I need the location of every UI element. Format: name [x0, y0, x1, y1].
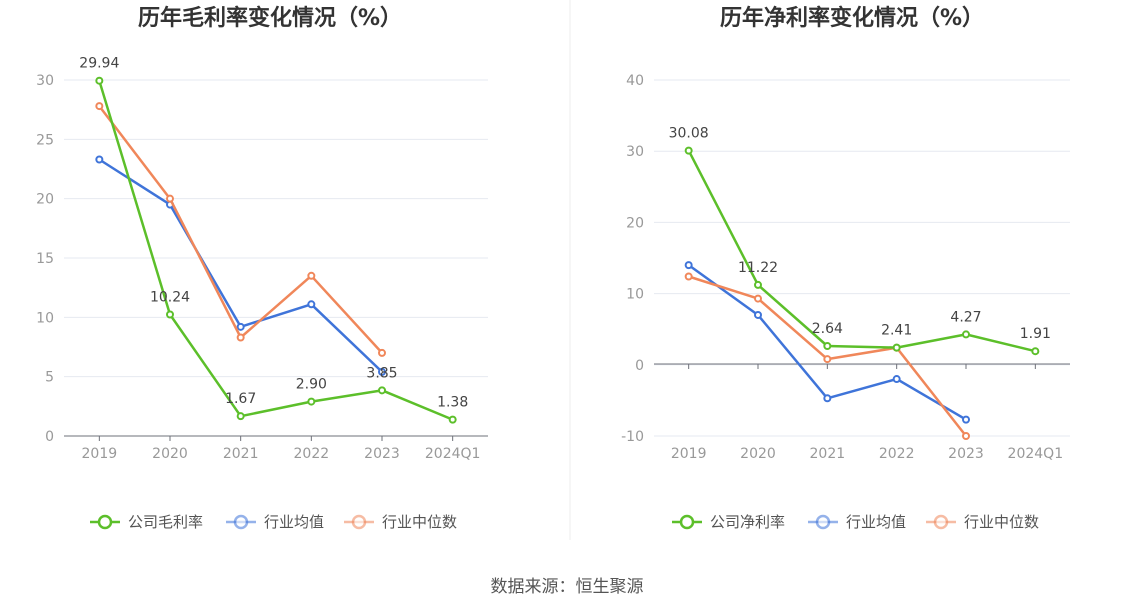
- data-label: 29.94: [79, 56, 119, 72]
- data-point: [684, 261, 693, 270]
- legend-label: 行业中位数: [964, 513, 1039, 531]
- data-point: [962, 415, 970, 424]
- data-label: 11.22: [738, 260, 778, 276]
- data-label: 1.38: [437, 395, 468, 411]
- data-point: [684, 146, 693, 155]
- legend-marker: [815, 514, 831, 530]
- legend-marker: [351, 514, 367, 530]
- chart-1-title: 历年毛利率变化情况（%）: [138, 5, 402, 31]
- data-point: [823, 355, 832, 364]
- data-point: [166, 194, 174, 203]
- data-point: [892, 375, 901, 384]
- y-tick-label: -10: [621, 429, 644, 445]
- legend-item: 公司毛利率: [90, 513, 203, 531]
- legend-item: 行业中位数: [926, 513, 1039, 531]
- data-point: [236, 412, 245, 421]
- data-point: [754, 310, 762, 319]
- data-point: [448, 415, 457, 424]
- data-point: [307, 300, 316, 309]
- legend-item: 公司净利率: [672, 513, 785, 531]
- x-tick-label: 2021: [223, 446, 259, 462]
- data-label: 1.67: [225, 391, 256, 407]
- data-point: [754, 280, 762, 289]
- data-point: [378, 386, 386, 395]
- legend-item: 行业均值: [808, 513, 906, 531]
- data-source: 数据来源：恒生聚源: [491, 577, 644, 597]
- x-tick-label: 2023: [364, 446, 400, 462]
- legend-marker: [97, 514, 113, 530]
- y-tick-label: 25: [36, 132, 54, 148]
- data-point: [962, 432, 970, 440]
- x-tick-label: 2020: [152, 446, 188, 462]
- data-point: [166, 310, 174, 319]
- data-point: [95, 102, 104, 111]
- legend-label: 行业中位数: [382, 513, 457, 531]
- chart-gross-margin: 0 5 10 15 20 25 30 2019 2020 2021 2022 2023 2024Q1 29…: [36, 56, 488, 531]
- y-tick-label: 30: [36, 73, 54, 89]
- legend-marker: [933, 514, 949, 530]
- data-point: [95, 155, 104, 164]
- data-point: [307, 271, 316, 280]
- x-tick-label: 2023: [948, 446, 984, 462]
- series-line: [98, 105, 383, 354]
- chart-2-title: 历年净利率变化情况（%）: [720, 5, 984, 31]
- y-tick-label: 10: [626, 287, 644, 303]
- data-label: 30.08: [669, 126, 709, 142]
- series-line: [98, 80, 454, 421]
- x-tick-label: 2024Q1: [425, 446, 481, 462]
- y-tick-label: 5: [45, 370, 54, 386]
- data-point: [823, 394, 832, 403]
- data-label: 2.90: [296, 377, 327, 393]
- data-point: [1031, 347, 1040, 356]
- y-tick-label: 20: [36, 192, 54, 208]
- legend-label: 行业均值: [846, 513, 906, 531]
- x-tick-label: 2022: [294, 446, 330, 462]
- y-tick-label: 15: [36, 251, 54, 267]
- y-tick-label: 0: [635, 358, 644, 374]
- data-point: [236, 333, 245, 342]
- data-point: [754, 294, 762, 303]
- data-label: 1.91: [1020, 326, 1051, 342]
- data-point: [684, 272, 693, 281]
- x-tick-label: 2022: [879, 446, 915, 462]
- x-tick-label: 2021: [810, 446, 846, 462]
- data-label: 2.41: [881, 323, 912, 339]
- data-label: 4.27: [950, 309, 981, 325]
- data-point: [95, 76, 104, 85]
- x-tick-label: 2019: [82, 446, 118, 462]
- y-tick-label: 30: [626, 144, 644, 160]
- data-point: [892, 343, 901, 352]
- data-point: [378, 367, 386, 376]
- chart-net-margin: -10 0 10 20 30 40 2019 2020 2021 2022 2023 2024Q1 30…: [621, 73, 1070, 531]
- legend-item: 行业中位数: [344, 513, 457, 531]
- data-point: [823, 342, 832, 351]
- x-tick-label: 2024Q1: [1008, 446, 1064, 462]
- y-tick-label: 0: [45, 429, 54, 445]
- y-tick-label: 40: [626, 73, 644, 89]
- legend-item: 行业均值: [226, 513, 324, 531]
- legend-label: 公司毛利率: [128, 513, 203, 531]
- data-point: [378, 348, 386, 357]
- data-point: [962, 330, 970, 339]
- legend-marker: [233, 514, 249, 530]
- legend-label: 公司净利率: [710, 513, 785, 531]
- data-point: [236, 322, 245, 331]
- x-tick-label: 2020: [740, 446, 776, 462]
- y-tick-label: 20: [626, 215, 644, 231]
- data-label: 2.64: [812, 321, 843, 337]
- series-line: [687, 150, 1036, 353]
- legend-marker: [679, 514, 695, 530]
- y-tick-label: 10: [36, 310, 54, 326]
- data-label: 10.24: [150, 289, 190, 305]
- data-point: [307, 397, 316, 406]
- x-tick-label: 2019: [671, 446, 707, 462]
- legend-label: 行业均值: [264, 513, 324, 531]
- data-label: 3.85: [366, 365, 397, 381]
